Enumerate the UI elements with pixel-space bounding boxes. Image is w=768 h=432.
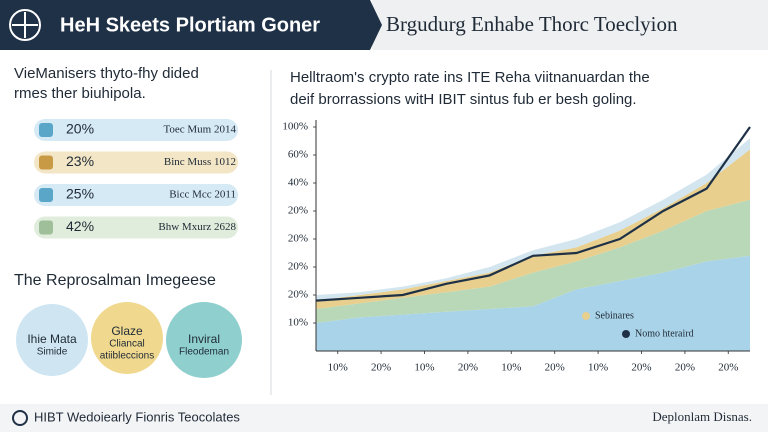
y-tick-label: 20% [288, 233, 308, 245]
x-tick-label: 20% [631, 362, 651, 374]
area [316, 199, 750, 323]
legend-label: Nomo hteraird [635, 328, 694, 339]
y-tick-label: 20% [288, 289, 308, 301]
row-label: Binc Muss 1012 [164, 156, 236, 168]
feature-label: Simide [37, 347, 68, 358]
x-tick-label: 10% [588, 362, 608, 374]
row-percent: 25% [66, 186, 94, 202]
feature-label: Fleodeman [179, 347, 229, 358]
row-pill [34, 184, 238, 206]
feature-label: Inviral [188, 332, 220, 346]
area [316, 255, 750, 351]
row-percent: 23% [66, 153, 94, 169]
logo [9, 9, 41, 41]
feature-circle [91, 302, 163, 374]
chart-title: Helltraom's crypto rate ins ITE Reha vii… [290, 69, 650, 86]
footer-bg [0, 404, 768, 432]
x-tick-label: 10% [328, 362, 348, 374]
row-pill [34, 119, 238, 141]
row-percent: 20% [66, 121, 94, 137]
feature-label: Cliancal [109, 339, 145, 350]
x-tick-label: 20% [458, 362, 478, 374]
y-tick-label: 60% [288, 149, 308, 161]
header-left-title: HeH Skeets Plortiam Goner [60, 14, 320, 36]
legend-swatch [622, 330, 630, 338]
feature-label: Ihie Mata [27, 332, 77, 346]
legend-label: Sebinares [595, 310, 634, 321]
row-icon [39, 188, 53, 202]
row-pill [34, 216, 238, 239]
y-tick-label: 20% [288, 261, 308, 273]
row-icon [39, 220, 53, 235]
header-left-bg [0, 0, 382, 50]
row-icon [39, 155, 53, 170]
panel-title: VieManisers thyto-fhy dided [14, 65, 199, 82]
x-tick-label: 20% [675, 362, 695, 374]
row-icon [39, 123, 53, 137]
y-tick-label: 10% [288, 317, 308, 329]
x-tick-label: 20% [718, 362, 738, 374]
y-tick-label: 40% [288, 177, 308, 189]
feature-label: Glaze [111, 324, 143, 338]
chart-title: deif brorrassions witH IBIT sintus fub e… [290, 91, 637, 108]
x-tick-label: 10% [414, 362, 434, 374]
section-title: The Reprosalman Imegeese [14, 272, 216, 289]
row-label: Toec Mum 2014 [163, 124, 236, 136]
row-label: Bhw Mxurz 2628 [158, 221, 236, 233]
header-right-bg [372, 0, 768, 50]
y-tick-label: 20% [288, 205, 308, 217]
line [315, 126, 751, 302]
legend-swatch [582, 312, 590, 320]
x-tick-label: 20% [371, 362, 391, 374]
row-label: Bicc Mcc 2011 [169, 189, 236, 201]
footer-logo [12, 410, 28, 426]
footer-right: Deplonlam Disnas. [652, 409, 752, 424]
header-right-title: Brgudurg Enhabe Thorc Toeclyion [386, 12, 678, 36]
x-tick-label: 20% [545, 362, 565, 374]
panel-title: rmes ther biuhipola. [14, 85, 146, 102]
area [316, 149, 750, 309]
row-percent: 42% [66, 218, 94, 234]
feature-circle [16, 304, 88, 376]
x-tick-label: 10% [501, 362, 521, 374]
feature-circle [166, 302, 242, 378]
footer-left: HIBT Wedoiearly Fionris Teocolates [34, 409, 240, 424]
row-pill [34, 151, 238, 174]
feature-label: atiibleccions [100, 351, 154, 362]
logo-cross [12, 12, 38, 38]
y-tick-label: 100% [282, 121, 308, 133]
